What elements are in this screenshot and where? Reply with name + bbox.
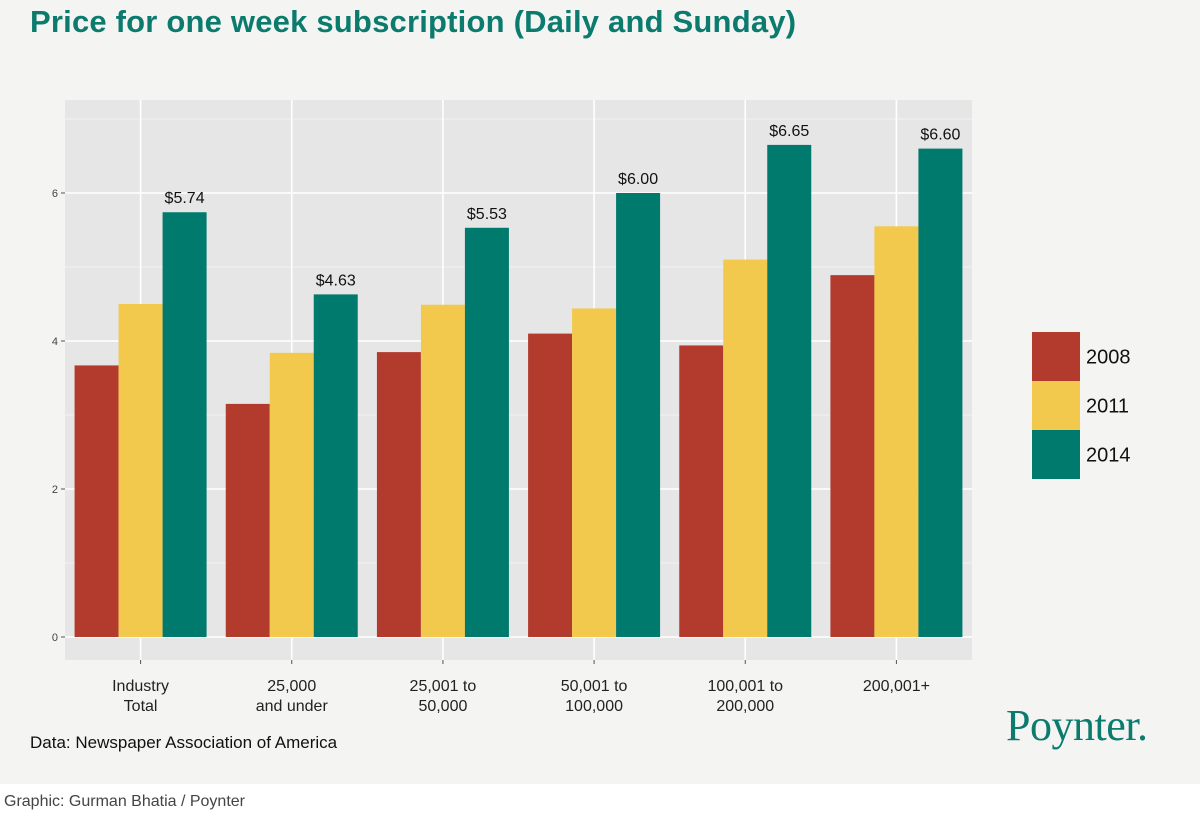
data-label: $5.53	[467, 206, 507, 223]
x-tick-label: 25,000	[267, 678, 316, 695]
bar-2011	[269, 352, 314, 637]
y-tick-label: 4	[52, 336, 58, 348]
legend-label: 2014	[1086, 445, 1131, 467]
graphic-credit: Graphic: Gurman Bhatia / Poynter	[4, 793, 245, 810]
data-source: Data: Newspaper Association of America	[30, 733, 338, 752]
x-tick-label: 200,001+	[863, 678, 930, 695]
y-tick-label: 2	[52, 484, 58, 496]
legend-swatch-2014	[1032, 430, 1080, 479]
bar-2014	[464, 227, 509, 637]
x-tick-label: Industry	[112, 678, 169, 695]
y-tick-label: 6	[52, 188, 58, 200]
bar-2008	[528, 333, 573, 637]
x-tick-label: Total	[124, 698, 158, 715]
bar-2008	[74, 365, 119, 637]
chart-title: Price for one week subscription (Daily a…	[30, 4, 797, 39]
bar-2011	[874, 226, 919, 638]
data-label: $6.00	[618, 171, 658, 188]
legend-swatch-2011	[1032, 381, 1080, 430]
bar-2014	[918, 148, 963, 637]
legend-swatch-2008	[1032, 332, 1080, 381]
x-tick-label: 50,000	[418, 698, 467, 715]
x-tick-label: 200,000	[716, 698, 774, 715]
y-tick-label: 0	[52, 632, 58, 644]
data-label: $5.74	[165, 190, 205, 207]
bar-2011	[118, 304, 163, 637]
bar-2008	[830, 275, 875, 637]
bar-2014	[313, 294, 358, 637]
x-tick-label: 50,001 to	[561, 678, 628, 695]
bar-2011	[723, 259, 768, 637]
data-label: $4.63	[316, 272, 356, 289]
bar-2014	[767, 144, 812, 637]
bar-2014	[162, 212, 207, 638]
bar-2011	[572, 308, 617, 637]
data-label: $6.65	[769, 123, 809, 140]
x-tick-label: and under	[256, 698, 329, 715]
chart-card: Price for one week subscription (Daily a…	[0, 0, 1200, 784]
bar-2008	[225, 403, 270, 637]
bar-2011	[420, 304, 465, 637]
bar-chart: 0 2 4 6 $5.74 Industry Total $4.63 25,000 and und…	[52, 100, 1131, 715]
bar-2008	[679, 345, 724, 637]
x-tick-label: 100,000	[565, 698, 623, 715]
poynter-logo: Poynter.	[1006, 701, 1148, 750]
bar-2008	[376, 352, 421, 637]
legend-label: 2008	[1086, 347, 1131, 369]
legend-label: 2011	[1086, 396, 1129, 418]
x-tick-label: 100,001 to	[707, 678, 783, 695]
bar-2014	[616, 193, 661, 637]
x-tick-label: 25,001 to	[410, 678, 477, 695]
data-label: $6.60	[920, 127, 960, 144]
